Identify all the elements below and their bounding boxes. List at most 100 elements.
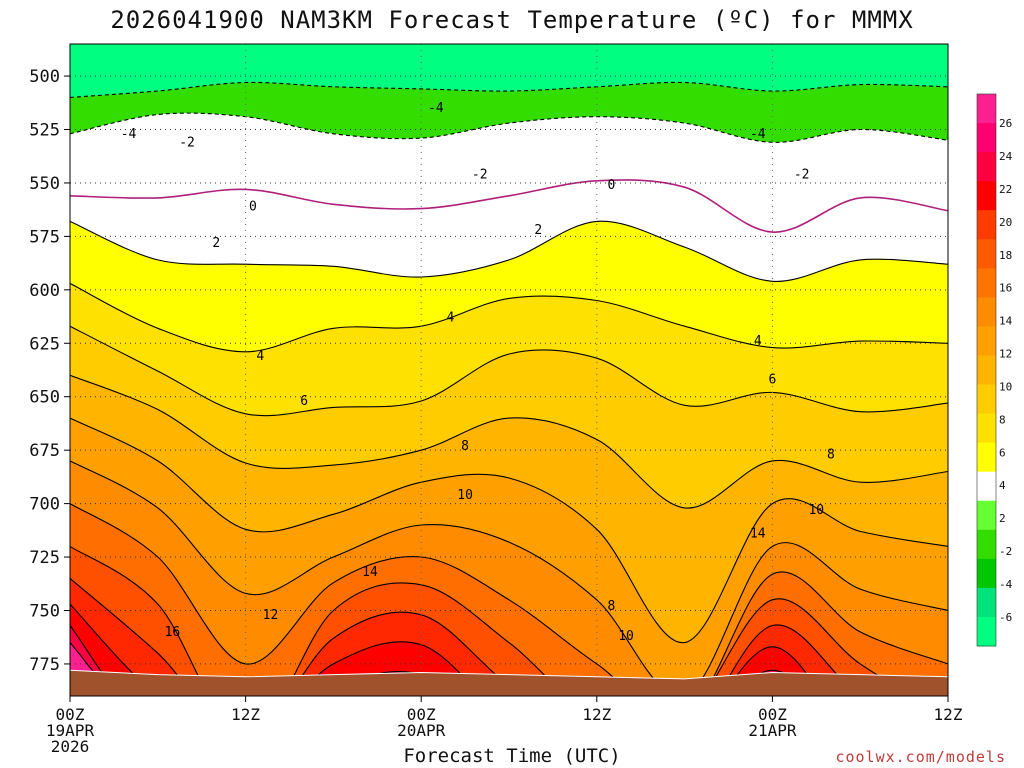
y-tick-label: 625	[29, 334, 60, 354]
y-tick-label: 575	[29, 227, 60, 247]
colorbar-swatch	[977, 558, 996, 589]
isotherm-line-0	[70, 179, 948, 233]
colorbar-label: 10	[999, 380, 1012, 393]
x-tick-label: 12Z	[582, 705, 611, 724]
colorbar-label: 12	[999, 348, 1012, 361]
x-tick-date: 21APR	[748, 721, 797, 740]
contour-label: -2	[472, 167, 488, 182]
contour-label: 10	[457, 488, 473, 503]
y-tick-label: 600	[29, 281, 60, 301]
contour-label: 16	[165, 625, 181, 640]
colorbar-label: -6	[999, 611, 1012, 624]
ground-surface	[70, 669, 948, 696]
colorbar-label: 20	[999, 216, 1012, 229]
contour-label: 8	[608, 599, 616, 614]
y-tick-label: 675	[29, 441, 60, 461]
colorbar-label: 24	[999, 150, 1013, 163]
colorbar-label: -2	[999, 545, 1012, 558]
y-tick-label: 700	[29, 495, 60, 515]
colorbar-swatch	[977, 616, 996, 647]
colorbar-swatch	[977, 384, 996, 415]
y-tick-label: 750	[29, 601, 60, 621]
contour-label: 6	[768, 373, 776, 388]
isotherm-line-8	[70, 374, 948, 509]
contour-label: 10	[808, 503, 824, 518]
colorbar-swatch	[977, 355, 996, 386]
colorbar-label: 16	[999, 282, 1012, 295]
y-tick-label: 725	[29, 548, 60, 568]
colorbar-swatch	[977, 152, 996, 182]
isotherm-line-12	[70, 460, 948, 696]
contour-label: 4	[256, 349, 264, 364]
contour-label: 0	[249, 199, 257, 214]
colorbar-label: 26	[999, 117, 1012, 130]
colorbar-swatch	[977, 529, 996, 560]
contour-label: -4	[121, 127, 137, 142]
x-tick-date: 19APR	[46, 721, 95, 740]
colorbar-swatch	[977, 181, 996, 211]
colorbar-label: 8	[999, 413, 1006, 426]
colorbar-swatch	[977, 471, 996, 502]
x-tick-label: 12Z	[231, 705, 260, 724]
colorbar-label: 6	[999, 446, 1006, 459]
x-tick-label: 00Z	[56, 705, 85, 724]
x-tick-date: 20APR	[397, 721, 446, 740]
plot-frame	[69, 43, 949, 697]
y-tick-label: 500	[29, 67, 60, 87]
contour-label: 8	[827, 447, 835, 462]
y-tick-label: 525	[29, 121, 60, 141]
x-tick-label: 12Z	[934, 705, 963, 724]
colorbar-label: 14	[999, 315, 1013, 328]
colorbar-swatch	[977, 239, 996, 269]
colorbar-label: 22	[999, 183, 1012, 196]
contour-label: 14	[362, 565, 378, 580]
contour-label: -2	[794, 167, 810, 182]
contour-label: 6	[300, 394, 308, 409]
colorbar-swatch	[977, 587, 996, 618]
colorbar-label: 2	[999, 512, 1006, 525]
isotherm-line-20	[70, 603, 824, 696]
x-axis-label: Forecast Time (UTC)	[403, 745, 621, 767]
contour-label: 8	[461, 439, 469, 454]
contour-label: 14	[750, 527, 766, 542]
isotherm-line-10	[70, 417, 948, 644]
contour-label: 4	[447, 311, 455, 326]
colorbar-swatch	[977, 94, 996, 124]
contour-label: -2	[179, 135, 195, 150]
isotherm-line--2	[70, 112, 948, 143]
colorbar-label: -4	[999, 578, 1013, 591]
x-tick-label: 00Z	[407, 705, 436, 724]
contour-label: 2	[534, 223, 542, 238]
colorbar-label: 4	[999, 479, 1006, 492]
isotherm-line--4	[70, 81, 948, 98]
contour-label: -4	[428, 101, 444, 116]
colorbar-swatch	[977, 297, 996, 327]
colorbar-swatch	[977, 500, 996, 531]
colorbar-swatch	[977, 123, 996, 153]
colorbar-swatch	[977, 326, 996, 356]
x-tick-year: 2026	[51, 737, 90, 756]
chart-title: 2026041900 NAM3KM Forecast Temperature (…	[110, 6, 914, 34]
isotherm-line-6	[70, 325, 948, 417]
contour-label: 0	[608, 178, 616, 193]
y-tick-label: 550	[29, 174, 60, 194]
contour-label: 10	[618, 629, 634, 644]
contour-label: -4	[750, 127, 766, 142]
isotherm-line-14	[70, 503, 948, 696]
colorbar-swatch	[977, 442, 996, 473]
source-credit: coolwx.com/models	[835, 748, 1006, 766]
colorbar-label: 18	[999, 249, 1012, 262]
contour-label: 12	[263, 608, 279, 623]
isotherm-line-2	[70, 220, 948, 282]
colorbar-swatch	[977, 268, 996, 298]
colorbar-swatch	[977, 210, 996, 240]
contour-label: 2	[212, 236, 220, 251]
isotherm-line-4	[70, 282, 948, 353]
isotherm-line-16	[70, 545, 913, 696]
x-tick-label: 00Z	[758, 705, 787, 724]
y-tick-label: 775	[29, 655, 60, 675]
y-tick-label: 650	[29, 388, 60, 408]
